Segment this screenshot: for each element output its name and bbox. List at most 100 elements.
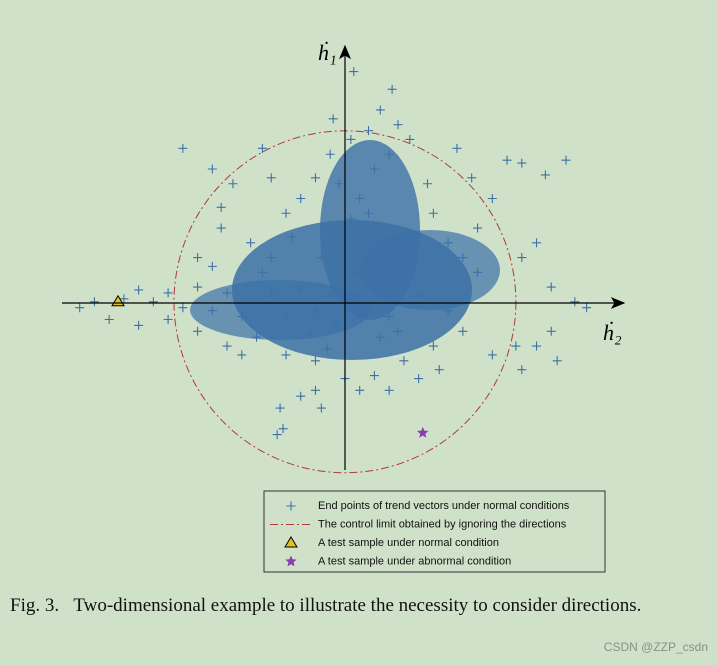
plus-marker <box>322 344 332 354</box>
plus-marker <box>207 164 217 174</box>
plus-marker <box>458 253 468 263</box>
plus-marker <box>487 194 497 204</box>
watermark: CSDN @ZZP_csdn <box>603 640 708 654</box>
plus-marker <box>561 155 571 165</box>
triangle-marker <box>284 536 298 548</box>
plus-marker <box>296 391 306 401</box>
plus-marker <box>275 403 285 413</box>
plus-marker <box>428 208 438 218</box>
plus-marker <box>384 385 394 395</box>
plus-marker <box>316 403 326 413</box>
plus-marker <box>355 194 365 204</box>
plus-marker <box>540 170 550 180</box>
x-axis-label: ḣ₂ <box>603 320 622 345</box>
plus-marker <box>207 306 217 316</box>
plus-marker <box>384 312 394 322</box>
plus-marker <box>369 282 379 292</box>
plus-marker <box>517 253 527 263</box>
legend-box <box>263 490 606 573</box>
plus-marker <box>399 356 409 366</box>
triangle-marker <box>111 294 125 307</box>
plus-marker <box>517 365 527 375</box>
plus-marker <box>266 253 276 263</box>
plus-marker <box>408 232 418 242</box>
plus-marker <box>414 291 424 301</box>
plus-marker <box>119 294 129 304</box>
plus-marker <box>346 214 356 224</box>
plus-marker <box>334 179 344 189</box>
plus-marker <box>104 314 114 324</box>
plus-marker <box>355 288 365 298</box>
plus-marker <box>369 164 379 174</box>
plus-marker <box>349 67 359 77</box>
plus-marker <box>266 173 276 183</box>
plus-marker <box>134 320 144 330</box>
plus-marker <box>75 303 85 313</box>
plus-marker <box>487 350 497 360</box>
plus-marker <box>222 288 232 298</box>
plus-marker <box>364 238 374 248</box>
plus-marker <box>384 149 394 159</box>
plot-area <box>75 67 592 474</box>
plus-marker <box>281 208 291 218</box>
plus-marker <box>473 267 483 277</box>
plus-marker <box>375 105 385 115</box>
plus-marker <box>237 350 247 360</box>
legend-label: End points of trend vectors under normal… <box>318 500 570 512</box>
plus-marker <box>178 143 188 153</box>
plus-marker <box>252 332 262 342</box>
plus-marker <box>296 285 306 295</box>
density-blob <box>360 230 500 310</box>
plus-marker <box>296 194 306 204</box>
plus-marker <box>222 341 232 351</box>
plus-marker <box>272 430 282 440</box>
plus-marker <box>286 501 296 511</box>
plus-marker <box>228 179 238 189</box>
plus-marker <box>532 238 542 248</box>
plus-marker <box>364 126 374 136</box>
plus-marker <box>207 261 217 271</box>
plus-marker <box>393 326 403 336</box>
plus-marker <box>331 320 341 330</box>
plus-marker <box>310 173 320 183</box>
plus-marker <box>310 385 320 395</box>
plus-marker <box>422 179 432 189</box>
plus-marker <box>193 282 203 292</box>
plus-marker <box>399 267 409 277</box>
plus-marker <box>246 238 256 248</box>
plus-marker <box>193 253 203 263</box>
plus-marker <box>325 149 335 159</box>
plus-marker <box>582 303 592 313</box>
plus-marker <box>375 332 385 342</box>
plus-marker <box>364 208 374 218</box>
plus-marker <box>316 253 326 263</box>
plus-marker <box>148 297 158 307</box>
plus-marker <box>266 288 276 298</box>
plus-marker <box>310 306 320 316</box>
plus-marker <box>467 173 477 183</box>
plus-marker <box>517 158 527 168</box>
plus-marker <box>134 285 144 295</box>
plus-marker <box>546 326 556 336</box>
plus-marker <box>216 223 226 233</box>
plus-marker <box>278 424 288 434</box>
plus-marker <box>178 303 188 313</box>
plus-marker <box>349 267 359 277</box>
plus-marker <box>310 356 320 366</box>
plus-marker <box>393 120 403 130</box>
plus-marker <box>552 356 562 366</box>
plus-marker <box>257 143 267 153</box>
plus-marker <box>428 341 438 351</box>
legend-label: The control limit obtained by ignoring t… <box>318 518 567 530</box>
plus-marker <box>216 202 226 212</box>
plus-marker <box>434 365 444 375</box>
plus-marker <box>237 312 247 322</box>
plus-marker <box>511 341 521 351</box>
legend-label: A test sample under normal condition <box>318 537 499 549</box>
plus-marker <box>414 374 424 384</box>
plus-marker <box>281 312 291 322</box>
plus-marker <box>193 326 203 336</box>
plus-marker <box>257 267 267 277</box>
plus-marker <box>305 329 315 339</box>
